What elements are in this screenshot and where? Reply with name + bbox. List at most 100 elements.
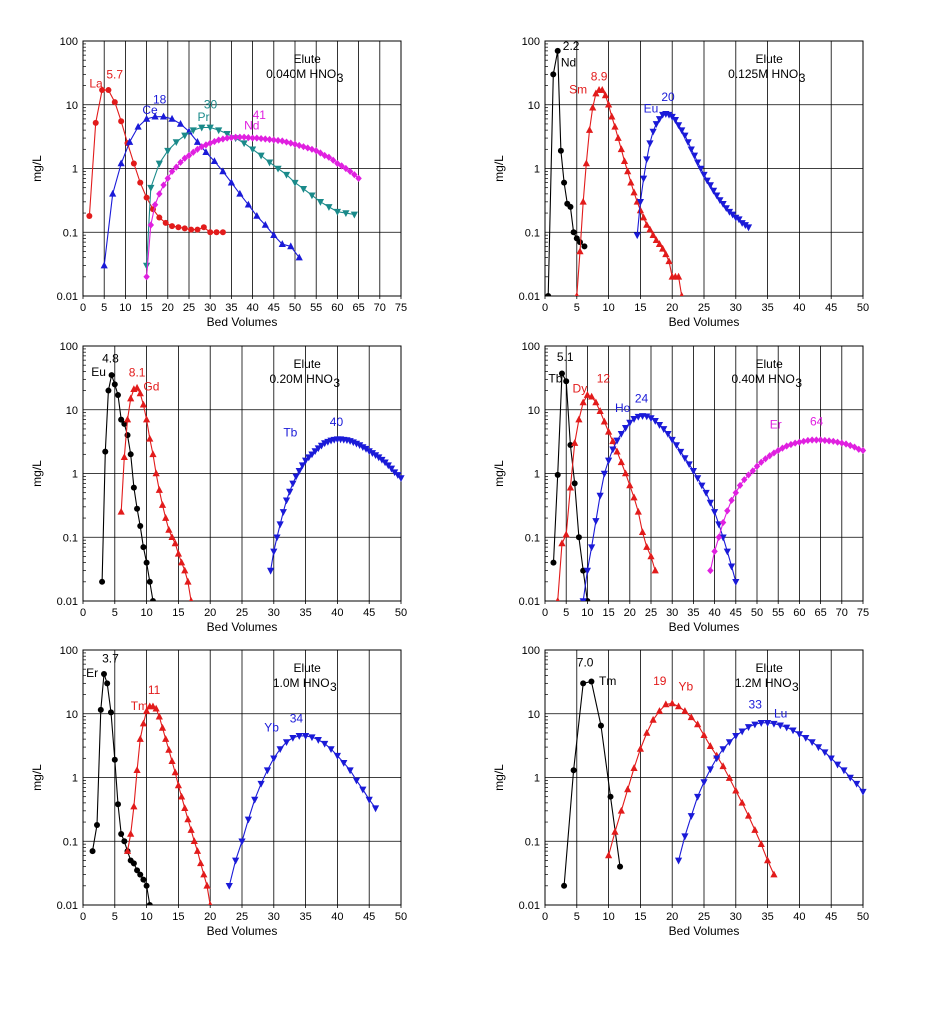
data-point: [114, 392, 121, 399]
data-point: [749, 467, 756, 475]
data-point: [808, 739, 816, 747]
x-tick-label: 40: [331, 911, 343, 923]
chart-panel-3: 0 5 10 15 20 25 30 35 40 45 50 0.01 0.1 1 10 100 Bed Vol…: [30, 341, 407, 634]
x-tick-label: 5: [112, 911, 118, 923]
data-point: [274, 136, 282, 145]
data-point: [164, 174, 171, 182]
data-point: [130, 860, 137, 867]
x-tick-label: 20: [162, 302, 174, 314]
data-point: [715, 533, 723, 541]
data-point: [86, 212, 93, 219]
data-point: [149, 450, 157, 458]
data-point: [321, 740, 329, 748]
data-point: [325, 204, 333, 211]
data-point: [724, 507, 731, 515]
data-point: [164, 147, 172, 155]
data-point: [173, 163, 180, 171]
elute-label: Elute: [294, 357, 322, 371]
data-point: [700, 779, 708, 786]
data-point: [636, 206, 644, 214]
data-point: [690, 152, 699, 160]
data-point: [155, 160, 163, 168]
data-point: [346, 167, 354, 176]
series-yb: [605, 699, 778, 878]
annotation-label: 19: [653, 674, 667, 688]
data-point: [643, 413, 651, 421]
data-point: [646, 225, 654, 233]
data-point: [789, 727, 797, 735]
data-point: [762, 455, 769, 463]
x-tick-label: 20: [204, 607, 216, 619]
data-point: [291, 179, 299, 187]
data-point: [558, 539, 566, 547]
x-tick-label: 35: [225, 302, 237, 314]
annotation-label: 24: [635, 391, 649, 405]
data-point: [114, 801, 121, 808]
x-tick-label: 50: [289, 302, 301, 314]
data-point: [351, 171, 358, 179]
data-point: [181, 804, 189, 811]
x-tick-label: 70: [374, 302, 386, 314]
data-point: [227, 178, 235, 186]
data-point: [681, 707, 689, 714]
y-axis-label: mg/L: [30, 764, 44, 791]
data-point: [140, 544, 147, 551]
series-sm: [574, 86, 684, 296]
data-point: [120, 453, 128, 461]
data-point: [316, 199, 325, 206]
data-point: [605, 457, 613, 465]
data-point: [177, 558, 186, 566]
data-point: [555, 597, 560, 601]
x-tick-label: 10: [119, 302, 131, 314]
elute-concentration: 1.2M HNO: [735, 676, 792, 690]
y-axis-label: mg/L: [30, 155, 44, 182]
y-axis-label: mg/L: [30, 460, 44, 487]
data-point: [289, 734, 297, 742]
x-tick-label: 10: [602, 911, 614, 923]
data-point: [674, 702, 683, 710]
data-point: [711, 547, 718, 555]
data-point: [770, 720, 778, 728]
data-point: [185, 127, 193, 135]
x-tick-label: 0: [542, 911, 548, 923]
data-point: [607, 793, 614, 800]
data-point: [652, 121, 660, 128]
data-point: [685, 461, 693, 469]
data-point: [651, 566, 659, 574]
x-tick-label: 50: [395, 607, 407, 619]
data-point: [592, 398, 600, 406]
x-tick-label: 5: [574, 302, 580, 314]
annotation-label: Tm: [131, 699, 148, 713]
data-point: [545, 293, 552, 296]
x-tick-label: 10: [581, 607, 593, 619]
data-point: [133, 766, 141, 774]
data-point: [722, 205, 730, 213]
data-point: [647, 415, 655, 423]
data-point: [123, 847, 132, 854]
data-point: [190, 837, 198, 845]
data-point: [741, 222, 749, 229]
data-point: [261, 220, 269, 228]
annotation-label: Eu: [91, 365, 106, 379]
data-point: [689, 468, 697, 475]
data-point: [286, 488, 294, 496]
data-point: [649, 128, 657, 136]
y-tick-label: 10: [528, 405, 540, 417]
series-line: [709, 439, 864, 571]
data-point: [118, 416, 125, 423]
data-point: [674, 272, 683, 280]
data-point: [350, 211, 358, 219]
data-point: [146, 578, 153, 585]
data-point: [130, 484, 137, 491]
data-point: [244, 816, 252, 824]
data-point: [168, 167, 176, 176]
x-tick-label: 15: [602, 607, 614, 619]
data-point: [562, 530, 570, 538]
annotation-label: Yb: [264, 720, 279, 734]
data-point: [668, 436, 676, 444]
y-tick-label: 0.01: [519, 291, 540, 303]
data-point: [711, 509, 719, 516]
data-point: [134, 505, 141, 512]
data-point: [111, 99, 118, 106]
data-point: [169, 223, 176, 230]
